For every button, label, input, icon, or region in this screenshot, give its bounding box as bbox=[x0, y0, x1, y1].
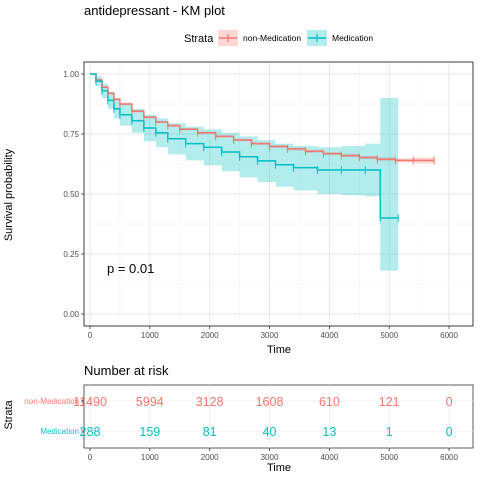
risk-count-non-medication: 5994 bbox=[136, 395, 164, 409]
risk-count-medication: 0 bbox=[446, 425, 453, 439]
risk-count-non-medication: 3128 bbox=[196, 395, 224, 409]
chart-title: antidepressant - KM plot bbox=[84, 3, 225, 18]
x-tick-label: 0 bbox=[88, 331, 93, 340]
legend: Strata non-Medication Medication bbox=[184, 30, 373, 46]
x-tick-label: 6000 bbox=[440, 331, 458, 340]
legend-key-medication bbox=[307, 30, 327, 46]
p-value-annotation: p = 0.01 bbox=[107, 261, 154, 276]
y-axis-label: Survival probability bbox=[3, 148, 15, 241]
risk-x-axis-label: Time bbox=[267, 462, 291, 474]
risk-x-tick-label: 6000 bbox=[440, 453, 458, 462]
risk-x-tick-label: 4000 bbox=[320, 453, 338, 462]
x-tick-label: 3000 bbox=[261, 331, 279, 340]
risk-count-medication: 159 bbox=[139, 425, 160, 439]
risk-count-medication: 1 bbox=[386, 425, 393, 439]
risk-row-label-non-medication: non-Medication bbox=[24, 397, 79, 406]
y-tick-label: 0.75 bbox=[63, 130, 79, 139]
legend-title: Strata bbox=[184, 33, 214, 45]
x-axis-label: Time bbox=[267, 344, 291, 356]
legend-key-non-medication bbox=[218, 30, 238, 46]
y-tick-label: 0.00 bbox=[63, 310, 79, 319]
risk-table-title: Number at risk bbox=[84, 363, 169, 378]
risk-x-tick-label: 5000 bbox=[380, 453, 398, 462]
y-tick-label: 0.25 bbox=[63, 250, 79, 259]
risk-count-non-medication: 1608 bbox=[256, 395, 284, 409]
risk-count-non-medication: 0 bbox=[446, 395, 453, 409]
risk-count-medication: 40 bbox=[263, 425, 277, 439]
risk-row-label-medication: Medication bbox=[40, 427, 79, 436]
risk-count-medication: 13 bbox=[322, 425, 336, 439]
risk-count-non-medication: 121 bbox=[379, 395, 400, 409]
risk-x-tick-label: 0 bbox=[88, 453, 93, 462]
x-tick-label: 1000 bbox=[141, 331, 159, 340]
risk-count-medication: 81 bbox=[203, 425, 217, 439]
risk-count-medication: 288 bbox=[80, 425, 101, 439]
y-tick-label: 0.50 bbox=[63, 190, 79, 199]
legend-label-medication: Medication bbox=[332, 33, 373, 43]
x-tick-label: 5000 bbox=[380, 331, 398, 340]
risk-count-non-medication: 610 bbox=[319, 395, 340, 409]
x-tick-label: 2000 bbox=[201, 331, 219, 340]
risk-x-tick-label: 2000 bbox=[201, 453, 219, 462]
risk-x-tick-label: 1000 bbox=[141, 453, 159, 462]
risk-y-axis-label: Strata bbox=[3, 399, 15, 429]
y-tick-label: 1.00 bbox=[63, 70, 79, 79]
x-tick-label: 4000 bbox=[320, 331, 338, 340]
risk-x-tick-label: 3000 bbox=[261, 453, 279, 462]
legend-label-non-medication: non-Medication bbox=[243, 33, 301, 43]
